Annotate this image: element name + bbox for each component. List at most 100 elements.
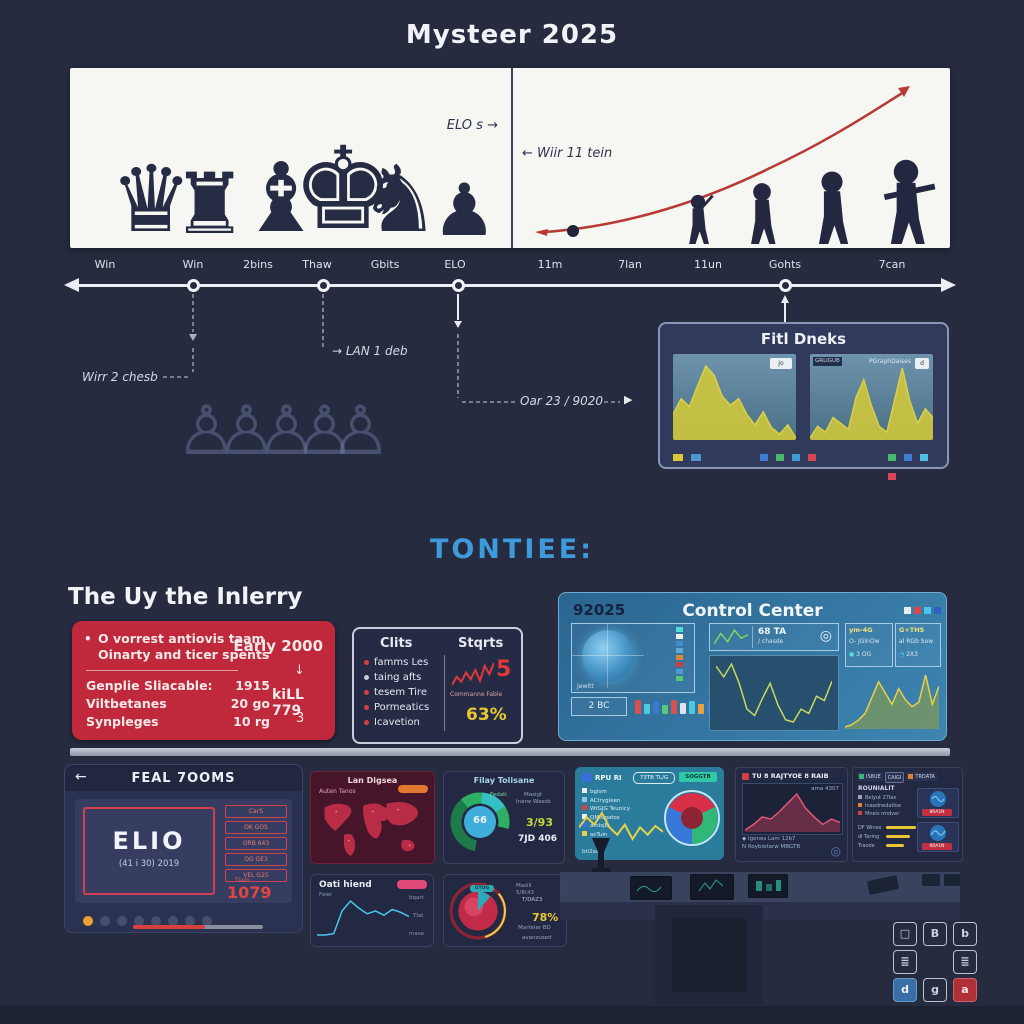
feal-button[interactable]: VEL G25 — [225, 869, 287, 882]
fitl-dneks-panel: Fitl Dneks Jo GRLIGUB PGraphDaises d — [658, 322, 949, 480]
teal-action-button[interactable]: SOGGTB — [679, 772, 717, 782]
dot — [202, 916, 212, 926]
feal-card: ELIO (41 i 30) 2019 CarS OK GOS ORB 643 … — [75, 799, 292, 903]
cc-stat-strip: 68 TA / chasde ◎ — [709, 623, 839, 651]
faint-pawn-icon: ♙ — [176, 392, 237, 471]
icon-monitor[interactable]: □ — [893, 922, 917, 946]
map-sub: Auten Tanos — [319, 788, 356, 795]
desk-pad — [922, 874, 940, 886]
donut-chart — [450, 792, 510, 852]
icon-stack-2[interactable]: ≣ — [953, 950, 977, 974]
legend-swatch — [760, 454, 768, 461]
map-pill-button[interactable] — [398, 785, 428, 793]
timeline-label: Win — [182, 258, 204, 271]
pink-corner-label: ama 4307 — [811, 786, 839, 792]
cc-toolbar-icon[interactable] — [904, 607, 911, 614]
strip-swatch — [676, 662, 683, 667]
clits-divider — [444, 655, 445, 731]
trend-title: Oati hiend — [319, 880, 372, 890]
score-value: 1079 — [227, 883, 272, 902]
brain-tile: 8RA1N — [917, 788, 959, 818]
legend-swatch — [888, 473, 896, 480]
elio-sub: (41 i 30) 2019 — [118, 859, 180, 869]
red-line1: O vorrest antiovis taam — [98, 631, 265, 646]
bullet: • — [84, 632, 92, 646]
teal-pill-button[interactable]: 73TB TL/G — [633, 772, 675, 784]
timeline-label: Win — [94, 258, 116, 271]
timeline-node — [779, 279, 792, 292]
clits-header: Clits — [380, 636, 413, 651]
fitl-right-button[interactable]: d — [915, 358, 929, 369]
bullet-icon — [364, 704, 369, 710]
stqrts-big-number: 5 — [496, 657, 512, 682]
map-panel: Lan Digsea Auten Tanos — [310, 771, 435, 864]
timeline-label: Gohts — [768, 258, 802, 271]
timeline-label: 11m — [537, 258, 563, 271]
feal-button[interactable]: OO GE3 — [225, 853, 287, 866]
fitl-right-tag: GRLIGUB — [813, 357, 842, 366]
fitl-chart-right-area — [810, 366, 933, 440]
red-stats-panel: • O vorrest antiovis taam Oinarty and ti… — [72, 621, 335, 740]
timeline-label: Gbits — [370, 258, 400, 271]
clits-stqrts-panel: Clits Stqrts famms Les taing afts tesem … — [352, 627, 523, 744]
desk-screen — [690, 874, 734, 900]
pink-circle-icon[interactable]: ◎ — [830, 844, 841, 858]
fitl-legend-mid — [760, 446, 819, 465]
icon-app-d[interactable]: d — [893, 978, 917, 1002]
dot — [83, 916, 93, 926]
pink-title: TU 8 RAJTYOE 8 RAIB — [752, 772, 829, 780]
tile-tag: 8RA1N — [922, 809, 952, 816]
donut-value: 3/93 — [526, 816, 553, 829]
desk-screen — [748, 874, 788, 898]
timeline-node — [187, 279, 200, 292]
icon-key[interactable]: b — [953, 922, 977, 946]
list-item: famms Les — [364, 655, 429, 670]
fitl-left-button[interactable]: Jo — [770, 358, 792, 369]
timeline-label: 11un — [694, 258, 722, 271]
fitl-chart-left-area — [673, 364, 796, 440]
icon-app-g[interactable]: g — [923, 978, 947, 1002]
legend-swatch — [808, 454, 817, 461]
feal-button[interactable]: CarS — [225, 805, 287, 818]
trend-pill-button[interactable] — [397, 880, 427, 889]
cc-toolbar-icon[interactable] — [924, 607, 931, 614]
cc-toolbar-icon[interactable] — [934, 607, 941, 614]
chip-caigi[interactable]: CAIGI — [884, 772, 905, 783]
pink-legend-1: ◆ Igenes Lam 12b7 — [742, 836, 796, 842]
cc-circle-icon[interactable]: ◎ — [819, 628, 832, 644]
gauge-chart — [449, 882, 507, 940]
map-title: Lan Digsea — [347, 776, 398, 785]
chip-trdata[interactable]: TRDATA — [906, 772, 937, 781]
icon-document[interactable]: B — [923, 922, 947, 946]
feal-title: FEAL 7OOMS — [131, 771, 236, 786]
icon-stack-1[interactable]: ≣ — [893, 950, 917, 974]
back-arrow-icon[interactable]: ← — [75, 769, 87, 785]
red-divider — [86, 670, 238, 671]
faint-pawn-icon: ♙ — [256, 392, 317, 471]
fitl-right-caption: PGraphDaises — [869, 358, 911, 365]
legend-swatch — [888, 454, 896, 461]
feal-button[interactable]: OK GOS — [225, 821, 287, 834]
gauge-note: 5/8(43 — [516, 890, 534, 896]
section-heading: The Uy the Inlerry — [68, 584, 303, 610]
timeline-node — [452, 279, 465, 292]
feal-button[interactable]: ORB 643 — [225, 837, 287, 850]
chip-issue[interactable]: IS8UE — [857, 772, 883, 781]
fitl-legend-right — [888, 446, 947, 484]
cc-globe-tag: Jewitt — [577, 683, 594, 690]
icon-app-a[interactable]: a — [953, 978, 977, 1002]
dot — [151, 916, 161, 926]
dot — [185, 916, 195, 926]
stat-title: ym-4G — [849, 626, 873, 634]
chess-king-icon: ♚ — [292, 122, 395, 255]
strip-swatch — [676, 669, 683, 674]
bullet-icon — [364, 659, 369, 665]
monitor-screen — [672, 918, 746, 992]
fitl-chart-right: GRLIGUB PGraphDaises d — [810, 354, 933, 440]
pink-chart-panel: TU 8 RAJTYOE 8 RAIB ama 4307 ◆ Igenes La… — [735, 767, 848, 862]
cc-top-sparkline — [714, 628, 748, 646]
cc-toolbar-icon[interactable] — [914, 607, 921, 614]
cc-line-chart-area — [716, 662, 832, 724]
chess-rook-icon: ♜ — [172, 155, 248, 253]
